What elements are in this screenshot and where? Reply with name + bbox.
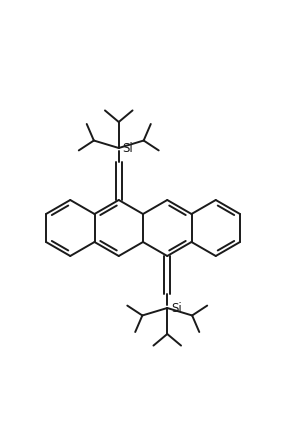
Text: Si: Si [171,302,182,314]
Text: Si: Si [122,142,133,155]
